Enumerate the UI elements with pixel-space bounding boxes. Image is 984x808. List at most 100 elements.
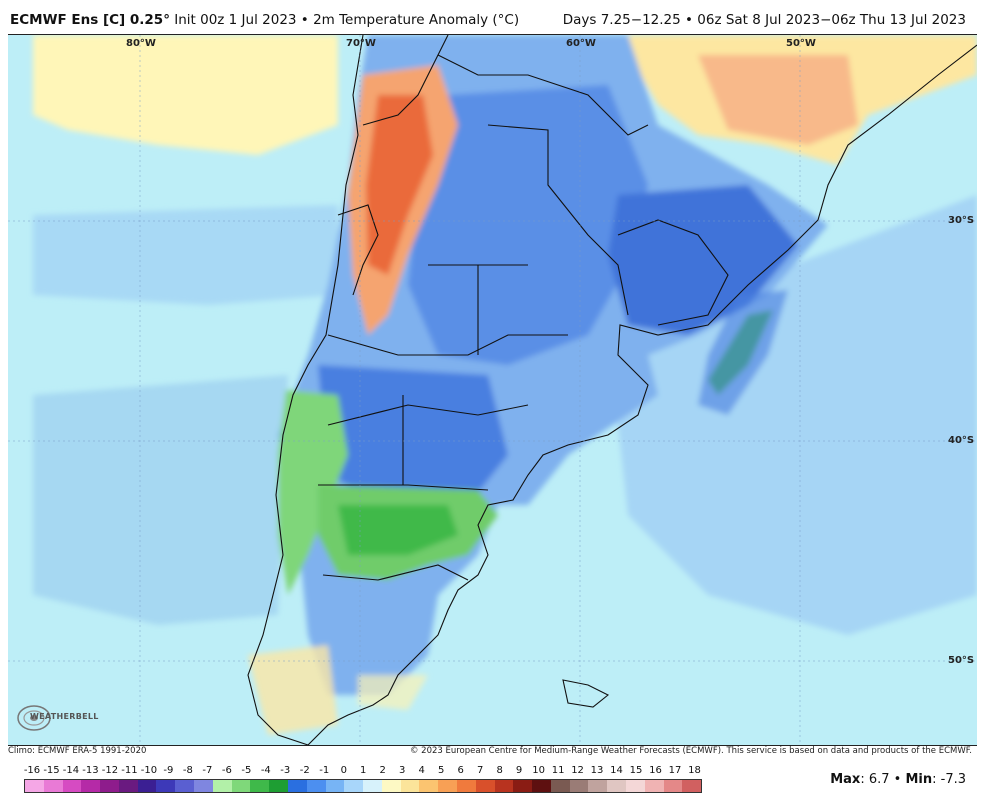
colorbar-swatch — [175, 780, 195, 792]
warm-south-patch — [358, 675, 428, 710]
province-line-2 — [327, 404, 529, 426]
colorbar-swatch — [513, 780, 533, 792]
copyright-note: © 2023 European Centre for Medium-Range … — [409, 746, 972, 756]
cold-atlantic-band — [698, 290, 788, 415]
cold-anomaly-west — [278, 390, 348, 595]
anomaly-map: 80°W 70°W 60°W 50°W 30°S 40°S 50°S — [8, 34, 977, 746]
colorbar-tick-label: 12 — [571, 765, 584, 776]
max-label: Max — [830, 772, 861, 787]
colorbar-tick-label: -6 — [221, 765, 232, 776]
colorbar-swatch — [475, 780, 495, 792]
warm-tierra-del-fuego — [248, 645, 338, 735]
colorbar-swatch — [569, 780, 589, 792]
colorbar-swatch — [62, 780, 82, 792]
colorbar-tick-label: 4 — [418, 765, 425, 776]
colorbar-swatch — [287, 780, 307, 792]
colorbar-swatch — [118, 780, 138, 792]
lon-label-50w: 50°W — [786, 38, 816, 49]
colorbar-tick-label: 9 — [515, 765, 523, 776]
colorbar-swatch — [269, 780, 288, 792]
colorbar-swatch — [100, 780, 119, 792]
colorbar-ticks: -16 -15 -14 -13 -12 -11 -10 -9 -8 -7 -6 -5 -4 -3 -2 -1 0… — [14, 765, 714, 777]
max-value: 6.7 — [868, 772, 890, 787]
colorbar-swatch — [306, 780, 326, 792]
colorbar-tick-label: -5 — [241, 765, 252, 776]
colorbar-tick-label: -15 — [43, 765, 60, 776]
chile-coastline — [247, 35, 364, 745]
colorbar-swatch — [663, 780, 683, 792]
colorbar-tick-label: -4 — [260, 765, 271, 776]
degree-symbol: ° — [163, 12, 170, 28]
colorbar-tick-label: 0 — [340, 765, 347, 776]
lat-label-40s: 40°S — [948, 435, 975, 446]
colorbar-swatch — [644, 780, 664, 792]
cold-anomaly-patagonia-core — [338, 505, 458, 555]
lon-label-70w: 70°W — [346, 38, 376, 49]
bolivia-border — [362, 35, 449, 126]
warm-andes-core — [366, 95, 433, 275]
colorbar-tick-label: -9 — [163, 765, 174, 776]
colorbar-swatch — [400, 780, 420, 792]
header: ECMWF Ens [C] 0.25° Init 00z 1 Jul 2023 … — [0, 0, 984, 34]
colorbar-swatch — [43, 780, 63, 792]
colorbar-swatch — [456, 780, 476, 792]
atlantic-coastline — [307, 44, 977, 745]
colorbar-tick-label: 17 — [668, 765, 682, 776]
warm-pacific-north — [33, 35, 338, 155]
colorbar-tick-label: -11 — [121, 765, 138, 776]
province-line-4 — [322, 564, 469, 581]
colorbar-tick-label: -1 — [319, 765, 330, 776]
colorbar-tick-label: 11 — [551, 765, 565, 776]
lon-label-80w: 80°W — [126, 38, 156, 49]
logo-text: WEATHERBELL — [30, 712, 99, 721]
colorbar-swatch — [381, 780, 401, 792]
colorbar-tick-label: -13 — [82, 765, 99, 776]
colorbar-tick-label: 2 — [379, 765, 386, 776]
colorbar-tick-label: 5 — [437, 765, 445, 776]
colorbar-tick-label: 1 — [360, 765, 367, 776]
colorbar-tick-label: -2 — [299, 765, 310, 776]
paraguay-border — [437, 54, 649, 136]
colorbar-swatch — [194, 780, 213, 792]
colorbar-swatch — [363, 780, 382, 792]
argentina-border-ne — [487, 124, 629, 316]
variable-name: 2m Temperature Anomaly (°C) — [313, 12, 520, 28]
cool-pacific-south — [33, 375, 288, 625]
colorbar-swatch — [250, 780, 270, 792]
colorbar-swatch — [25, 780, 44, 792]
colorbar-swatch — [325, 780, 345, 792]
lat-label-50s: 50°S — [948, 655, 975, 666]
colorbar-swatch — [626, 780, 645, 792]
colorbar-swatch — [550, 780, 570, 792]
colorbar-tick-label: -14 — [62, 765, 80, 776]
colorbar-swatch — [682, 780, 702, 792]
colorbar-tick-label: 16 — [649, 765, 662, 776]
coastlines — [247, 35, 977, 745]
colorbar-tick-label: -12 — [101, 765, 119, 776]
colorbar-tick-label: -3 — [280, 765, 291, 776]
map-title: ECMWF Ens [C] 0.25° Init 00z 1 Jul 2023 … — [10, 12, 519, 28]
colorbar-tick-label: -7 — [202, 765, 213, 776]
cold-patagonia-north — [318, 365, 508, 505]
colorbar-tick-label: 10 — [532, 765, 545, 776]
colorbar-tick-label: 13 — [590, 765, 604, 776]
model-name: ECMWF Ens [C] 0.25 — [10, 12, 164, 28]
map-svg — [8, 35, 977, 745]
colorbar-swatch — [156, 780, 176, 792]
colorbar-swatch — [212, 780, 232, 792]
colorbar-swatch — [231, 780, 251, 792]
colorbar-tick-label: 8 — [496, 765, 503, 776]
colorbar-swatch — [588, 780, 608, 792]
colorbar-swatch — [607, 780, 626, 792]
colorbar-tick-label: 6 — [457, 765, 464, 776]
colorbar-tick-label: 14 — [610, 765, 623, 776]
colorbar-tick-label: -10 — [140, 765, 158, 776]
colorbar-tick-label: 15 — [629, 765, 643, 776]
colorbar-swatch — [137, 780, 157, 792]
colorbar — [24, 779, 702, 793]
graticule — [8, 35, 977, 745]
colorbar-swatch — [419, 780, 439, 792]
uruguay-border — [617, 219, 729, 326]
lon-label-60w: 60°W — [566, 38, 596, 49]
colorbar-tick-label: -16 — [23, 765, 41, 776]
